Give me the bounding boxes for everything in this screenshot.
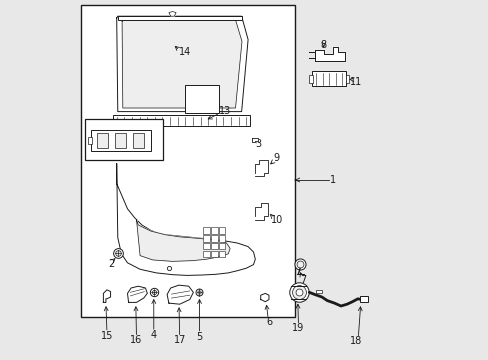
Polygon shape <box>103 290 110 302</box>
Bar <box>115 133 125 148</box>
Text: 18: 18 <box>349 336 362 346</box>
Text: 11: 11 <box>349 77 362 87</box>
Text: 16: 16 <box>130 335 142 345</box>
Bar <box>97 133 107 148</box>
Bar <box>309 75 312 83</box>
Bar <box>311 71 346 86</box>
Text: 4: 4 <box>150 330 157 340</box>
Bar <box>203 227 209 234</box>
Text: 3: 3 <box>255 139 261 149</box>
Bar <box>211 251 217 257</box>
Bar <box>219 227 225 234</box>
Text: 6: 6 <box>265 317 271 327</box>
Bar <box>133 133 143 148</box>
Polygon shape <box>136 220 230 261</box>
Text: 8: 8 <box>320 40 326 50</box>
Bar <box>91 130 151 151</box>
Bar <box>219 243 225 249</box>
Polygon shape <box>117 16 247 112</box>
Polygon shape <box>260 293 268 302</box>
Polygon shape <box>251 138 258 142</box>
Text: 10: 10 <box>270 215 283 225</box>
Bar <box>211 227 217 234</box>
Bar <box>88 137 92 144</box>
Polygon shape <box>122 20 242 108</box>
Text: 13: 13 <box>218 106 230 116</box>
Bar <box>316 290 321 293</box>
Bar <box>211 243 217 249</box>
Text: 14: 14 <box>179 47 191 57</box>
Bar <box>203 243 209 249</box>
Bar <box>219 235 225 242</box>
Polygon shape <box>255 160 267 176</box>
Text: 15: 15 <box>101 330 113 341</box>
Bar <box>359 296 367 302</box>
Text: 17: 17 <box>173 335 185 345</box>
Bar <box>113 115 249 126</box>
Text: 2: 2 <box>108 258 114 269</box>
Text: 19: 19 <box>292 323 304 333</box>
Polygon shape <box>117 164 255 275</box>
Bar <box>203 235 209 242</box>
Bar <box>81 5 294 317</box>
Bar <box>211 235 217 242</box>
Text: 7: 7 <box>299 275 305 285</box>
Bar <box>203 251 209 257</box>
Polygon shape <box>127 286 147 302</box>
Polygon shape <box>167 285 193 304</box>
Polygon shape <box>168 12 176 16</box>
Text: 9: 9 <box>273 153 279 163</box>
Polygon shape <box>314 47 345 61</box>
Bar <box>346 75 348 83</box>
Text: 5: 5 <box>196 332 202 342</box>
Bar <box>219 251 225 257</box>
Bar <box>85 119 163 160</box>
Bar <box>185 85 219 113</box>
Text: 1: 1 <box>329 175 335 185</box>
Polygon shape <box>255 203 267 220</box>
Bar <box>118 16 241 20</box>
Text: 12: 12 <box>118 125 130 135</box>
